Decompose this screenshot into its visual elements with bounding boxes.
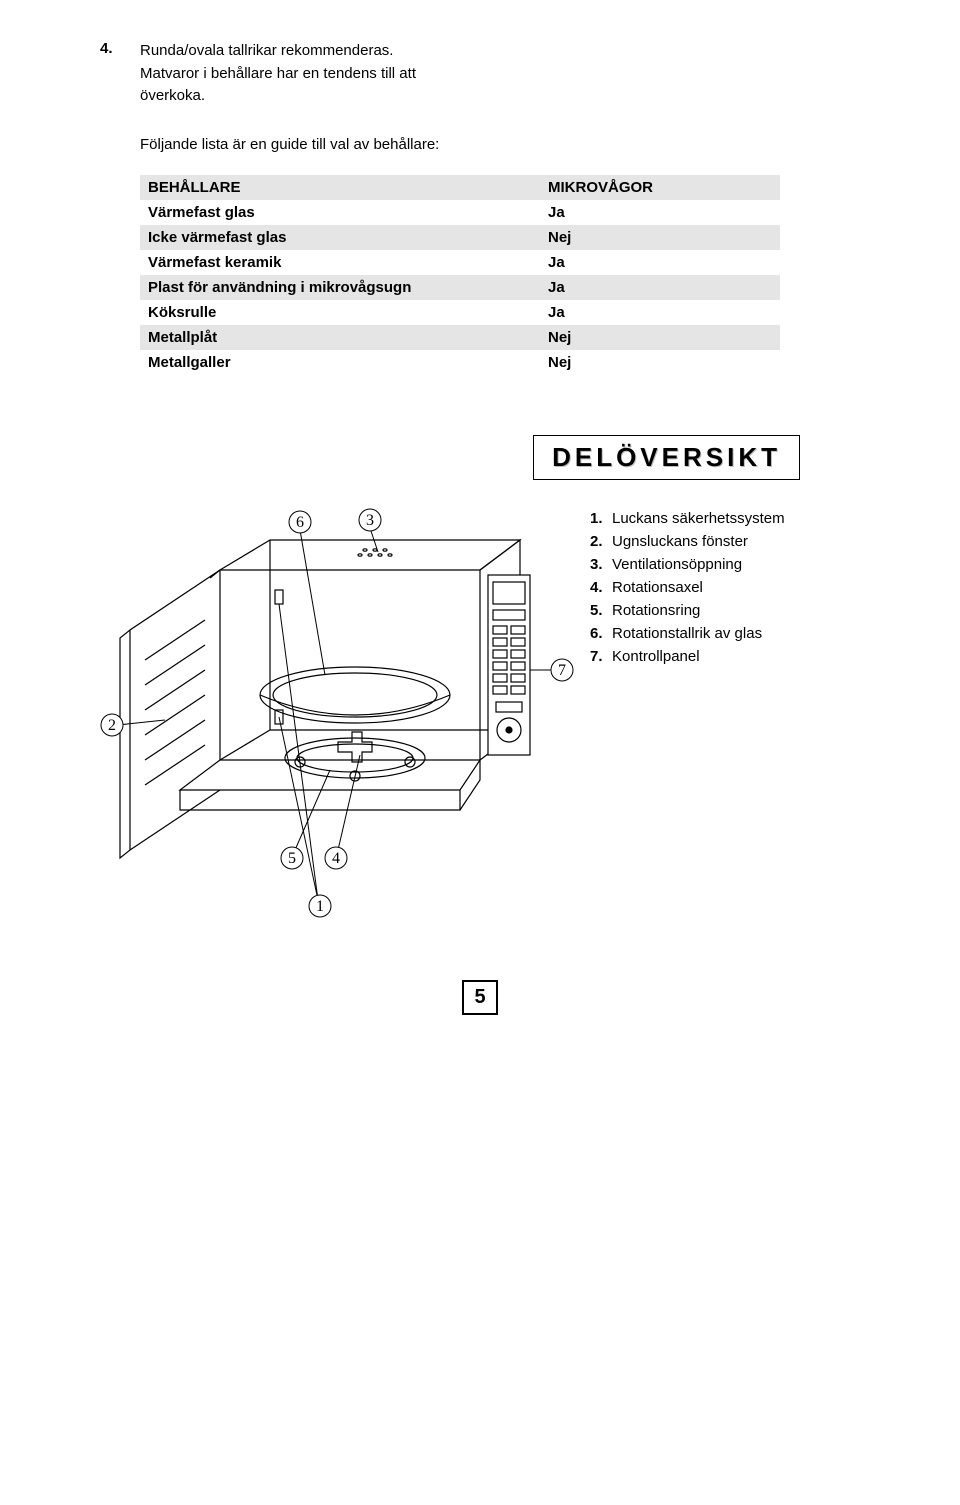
part-label: Kontrollpanel	[612, 648, 700, 665]
list-item-4: 4. Runda/ovala tallrikar rekommenderas. …	[100, 40, 860, 108]
table-cell-left: Metallgaller	[140, 350, 540, 375]
table-cell-right: Ja	[540, 275, 780, 300]
table-cell-left: Plast för användning i mikrovågsugn	[140, 275, 540, 300]
table-cell-right: Nej	[540, 350, 780, 375]
callout-7: 7	[558, 662, 566, 679]
table-row: Värmefast glas Ja	[140, 200, 780, 225]
parts-list-item: 4. Rotationsaxel	[590, 579, 785, 596]
part-number: 2.	[590, 533, 612, 550]
parts-list-item: 5. Rotationsring	[590, 602, 785, 619]
parts-list-item: 1. Luckans säkerhetssystem	[590, 510, 785, 527]
page-number: 5	[462, 980, 497, 1015]
callout-4: 4	[332, 850, 340, 867]
part-label: Rotationsaxel	[612, 579, 703, 596]
table-row: Värmefast keramik Ja	[140, 250, 780, 275]
table-header-row: BEHÅLLARE MIKROVÅGOR	[140, 175, 780, 200]
part-label: Ventilationsöppning	[612, 556, 742, 573]
table-cell-left: Värmefast keramik	[140, 250, 540, 275]
part-label: Luckans säkerhetssystem	[612, 510, 785, 527]
list-item-text: Runda/ovala tallrikar rekommenderas. Mat…	[140, 40, 416, 108]
parts-list-item: 6. Rotationstallrik av glas	[590, 625, 785, 642]
table-row: Plast för användning i mikrovågsugn Ja	[140, 275, 780, 300]
part-number: 3.	[590, 556, 612, 573]
list-item-number: 4.	[100, 40, 140, 108]
table-header-right: MIKROVÅGOR	[540, 175, 780, 200]
microwave-diagram: 6 3 2 7 5 4 1	[100, 500, 580, 920]
callout-2: 2	[108, 717, 116, 734]
part-number: 4.	[590, 579, 612, 596]
table-row: Metallgaller Nej	[140, 350, 780, 375]
text-line: överkoka.	[140, 87, 205, 104]
parts-list-item: 7. Kontrollpanel	[590, 648, 785, 665]
part-number: 7.	[590, 648, 612, 665]
part-number: 1.	[590, 510, 612, 527]
section-title-container: DELÖVERSIKT	[100, 435, 800, 480]
table-cell-right: Ja	[540, 250, 780, 275]
part-label: Ugnsluckans fönster	[612, 533, 748, 550]
callout-6: 6	[296, 514, 304, 531]
table-cell-right: Nej	[540, 325, 780, 350]
part-label: Rotationstallrik av glas	[612, 625, 762, 642]
parts-list-item: 2. Ugnsluckans fönster	[590, 533, 785, 550]
callout-3: 3	[366, 512, 374, 529]
callout-5: 5	[288, 850, 296, 867]
section-title: DELÖVERSIKT	[533, 435, 800, 480]
part-label: Rotationsring	[612, 602, 700, 619]
parts-list-item: 3. Ventilationsöppning	[590, 556, 785, 573]
part-number: 6.	[590, 625, 612, 642]
parts-list: 1. Luckans säkerhetssystem 2. Ugnsluckan…	[590, 510, 785, 671]
part-number: 5.	[590, 602, 612, 619]
table-cell-left: Köksrulle	[140, 300, 540, 325]
diagram-row: 6 3 2 7 5 4 1	[100, 500, 860, 920]
page-number-container: 5	[100, 980, 860, 1015]
table-cell-right: Nej	[540, 225, 780, 250]
table-cell-right: Ja	[540, 200, 780, 225]
text-line: Matvaror i behållare har en tendens till…	[140, 65, 416, 82]
callout-1: 1	[316, 898, 324, 915]
table-cell-left: Värmefast glas	[140, 200, 540, 225]
text-line: Runda/ovala tallrikar rekommenderas.	[140, 42, 393, 59]
container-table: BEHÅLLARE MIKROVÅGOR Värmefast glas Ja I…	[140, 175, 780, 375]
table-row: Icke värmefast glas Nej	[140, 225, 780, 250]
table-cell-left: Icke värmefast glas	[140, 225, 540, 250]
table-row: Köksrulle Ja	[140, 300, 780, 325]
table-cell-left: Metallplåt	[140, 325, 540, 350]
table-row: Metallplåt Nej	[140, 325, 780, 350]
table-header-left: BEHÅLLARE	[140, 175, 540, 200]
table-cell-right: Ja	[540, 300, 780, 325]
lead-paragraph: Följande lista är en guide till val av b…	[140, 136, 860, 153]
